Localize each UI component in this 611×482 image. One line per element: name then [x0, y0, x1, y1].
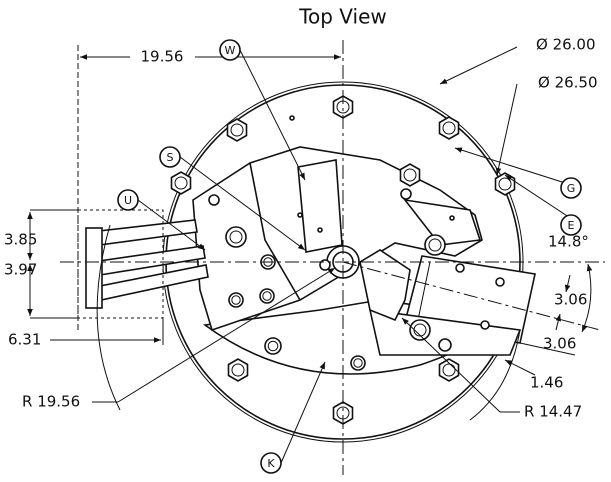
hole — [425, 235, 445, 255]
callout-label: G — [567, 182, 576, 195]
callout-label: W — [225, 44, 236, 57]
hole — [351, 356, 365, 370]
hole — [229, 293, 243, 307]
title: Top View — [298, 5, 387, 29]
dim-line — [566, 275, 570, 292]
dimension: 3.97 — [4, 261, 37, 279]
hole — [226, 227, 246, 247]
hex-bolt — [401, 164, 420, 186]
hole — [456, 264, 464, 272]
dimension: 1.46 — [530, 374, 563, 392]
plate-w — [298, 160, 342, 252]
dimension: 19.56 — [141, 48, 184, 66]
dimension: R 19.56 — [22, 393, 80, 411]
leader — [440, 47, 517, 84]
hole — [260, 289, 274, 303]
callout-label: E — [568, 219, 575, 232]
hole — [410, 320, 430, 340]
dimension: 3.85 — [4, 231, 37, 249]
leader — [497, 84, 517, 175]
dimension: Ø 26.50 — [538, 74, 598, 92]
hole — [265, 338, 281, 354]
hole — [450, 216, 454, 220]
hex-bolt — [229, 359, 248, 381]
hole — [209, 195, 219, 205]
dimension: Ø 26.00 — [536, 36, 596, 54]
hex-bolt — [172, 172, 191, 194]
hole — [318, 228, 322, 232]
callout-label: K — [267, 457, 275, 470]
hex-bolt — [496, 173, 515, 195]
hex-bolt — [440, 117, 459, 139]
cyl-block — [86, 228, 102, 308]
hole — [496, 278, 504, 286]
hex-bolt — [228, 119, 247, 141]
dimension: R 14.47 — [524, 403, 582, 421]
dimension: 3.06 — [554, 291, 587, 309]
hole — [439, 339, 451, 351]
hole — [481, 321, 489, 329]
dimension: 6.31 — [8, 331, 41, 349]
callout-label: U — [124, 194, 132, 207]
hole — [290, 116, 294, 120]
hole — [401, 189, 411, 199]
dim-line — [556, 314, 560, 330]
dimension: 3.06 — [543, 335, 576, 353]
hole — [298, 213, 302, 217]
drawing: Top View 19.56 Ø 26.00 Ø 26.50 3.85 3.97… — [0, 0, 611, 482]
callout-label: S — [167, 151, 174, 164]
